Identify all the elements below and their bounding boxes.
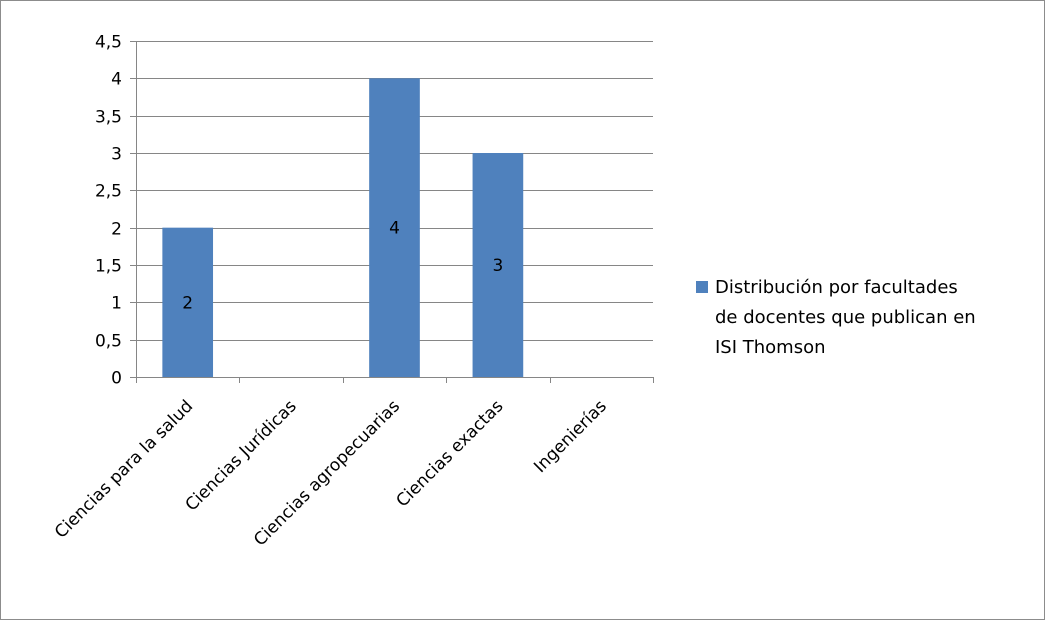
bars [162, 78, 524, 377]
data-label: 4 [389, 219, 400, 239]
legend: Distribución por facultades de docentes … [696, 277, 976, 358]
labels: 0 0,5 1 1,5 2 2,5 3 3,5 4 4,5 2 Ciencias para la sa… [51, 33, 611, 551]
x-category-label: Ciencias exactas [393, 396, 508, 511]
legend-swatch [696, 281, 708, 293]
x-category-label: Ingenierías [530, 396, 611, 477]
y-tick-label: 4,5 [95, 33, 122, 53]
legend-line-2: de docentes que publican en [715, 307, 976, 328]
x-category-label: Ciencias para la salud [51, 396, 197, 542]
legend-line-1: Distribución por facultades [715, 277, 958, 298]
bar-3 [369, 78, 420, 377]
x-category-label: Ciencias Jurídicas [182, 396, 301, 515]
legend-line-3: ISI Thomson [715, 337, 826, 358]
bar-1 [162, 227, 214, 377]
axes [130, 41, 654, 383]
bar-4 [472, 153, 524, 377]
y-tick-label: 0 [111, 369, 122, 389]
y-tick-label: 0,5 [95, 332, 122, 352]
y-tick-label: 3,5 [95, 108, 122, 128]
y-tick-label: 2 [111, 220, 122, 240]
y-tick-label: 3 [111, 145, 122, 165]
y-tick-label: 1,5 [95, 257, 122, 277]
y-tick-label: 1 [111, 294, 122, 314]
data-label: 2 [182, 293, 193, 313]
data-label: 3 [492, 256, 503, 276]
y-tick-label: 4 [111, 70, 122, 90]
y-tick-label: 2,5 [95, 182, 122, 202]
